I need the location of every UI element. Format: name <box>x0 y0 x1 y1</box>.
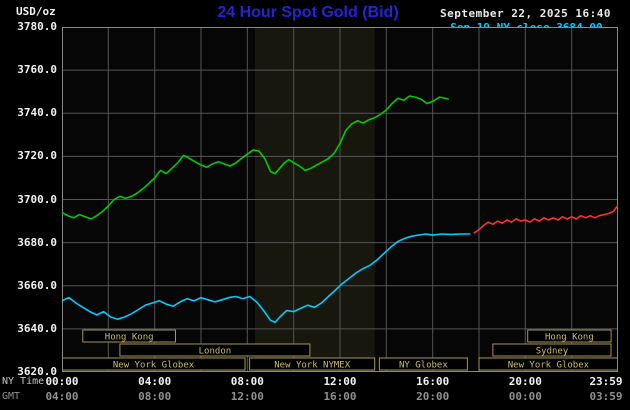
y-tick-label: 3620.0 <box>17 365 57 378</box>
svg-text:London: London <box>199 347 232 357</box>
x-tick-gmt: 03:59 <box>589 390 623 403</box>
y-tick-label: 3720.0 <box>17 149 57 163</box>
x-tick-gmt: 08:00 <box>138 390 172 403</box>
session-box-new-york-globex: New York Globex <box>62 357 246 371</box>
series-line-sep-19-ny-close <box>62 233 471 324</box>
series-line-sep-21-sunday <box>473 205 618 234</box>
y-tick-label: 3700.0 <box>17 192 57 206</box>
plot-area: Hong Kong Hong Kong London Sydney New York G… <box>62 27 618 372</box>
x-tick-gmt: 16:00 <box>323 390 357 403</box>
session-box-hong-kong: Hong Kong <box>82 329 176 343</box>
y-tick-label: 3640.0 <box>17 321 57 335</box>
x-tick-gmt: 20:00 <box>416 390 450 403</box>
session-box-london: London <box>119 343 311 357</box>
chart-datetime: September 22, 2025 16:40 <box>440 7 611 20</box>
y-tick-label: 3680.0 <box>17 235 57 249</box>
x-axis-caption-ny-time: NY Time <box>2 376 45 387</box>
x-tick-gmt: 04:00 <box>45 390 79 403</box>
y-tick-label: 3660.0 <box>17 278 57 292</box>
y-tick-label: 3780.0 <box>17 20 57 33</box>
series-line-sep-22-last <box>62 95 450 220</box>
session-box-hong-kong: Hong Kong <box>527 329 612 343</box>
x-tick-ny-time: 23:59 <box>589 375 623 388</box>
x-tick-ny-time: 16:00 <box>416 375 450 388</box>
svg-text:New York Globex: New York Globex <box>508 361 590 371</box>
units-label: USD/oz <box>16 5 56 18</box>
svg-text:New York NYMEX: New York NYMEX <box>274 361 350 371</box>
svg-text:Sydney: Sydney <box>536 347 569 357</box>
y-tick-label: 3760.0 <box>17 63 57 77</box>
chart-canvas: Hong Kong Hong Kong London Sydney New York G… <box>62 27 618 372</box>
svg-text:NY Globex: NY Globex <box>399 361 448 371</box>
x-tick-ny-time: 04:00 <box>138 375 172 388</box>
y-tick-label: 3740.0 <box>17 106 57 120</box>
x-tick-ny-time: 20:00 <box>508 375 542 388</box>
svg-text:Hong Kong: Hong Kong <box>545 333 594 343</box>
chart-title: 24 Hour Spot Gold (Bid) <box>217 4 399 21</box>
x-tick-gmt: 00:00 <box>508 390 542 403</box>
session-box-new-york-globex: New York Globex <box>478 357 618 371</box>
plot-border <box>62 27 618 372</box>
x-tick-ny-time: 00:00 <box>45 375 79 388</box>
x-axis-caption-gmt: GMT <box>2 391 21 402</box>
svg-text:New York Globex: New York Globex <box>113 361 195 371</box>
x-tick-gmt: 12:00 <box>230 390 264 403</box>
x-tick-ny-time: 12:00 <box>323 375 357 388</box>
svg-text:Hong Kong: Hong Kong <box>105 333 154 343</box>
x-tick-ny-time: 08:00 <box>230 375 264 388</box>
session-box-ny-globex: NY Globex <box>378 357 468 371</box>
session-box-new-york-nymex: New York NYMEX <box>249 357 376 371</box>
session-box-sydney: Sydney <box>492 343 612 357</box>
